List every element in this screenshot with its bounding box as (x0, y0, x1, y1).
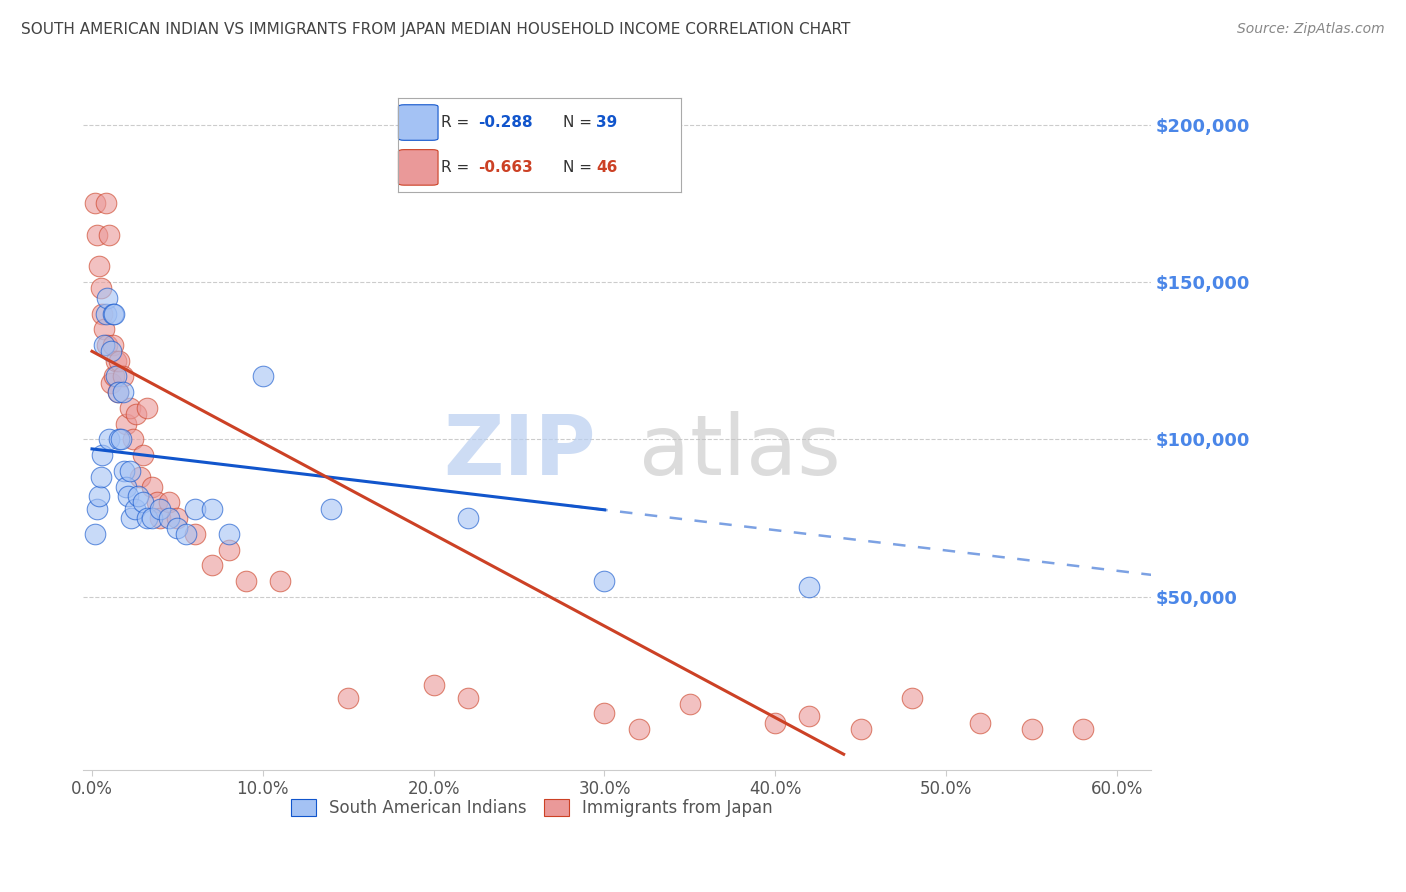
Point (110, 433, 132, 447)
Point (96, 291, 118, 305)
Text: ZIP: ZIP (443, 411, 596, 491)
Point (108, 433, 131, 447)
Point (146, 495, 169, 509)
Point (166, 520, 188, 534)
Point (763, 715, 786, 730)
Point (337, 690, 360, 705)
Point (235, 574, 257, 588)
Point (91, 448, 114, 462)
Point (107, 385, 129, 400)
Point (166, 511, 188, 525)
Point (103, 369, 125, 384)
Point (87, 489, 110, 503)
Point (93, 322, 115, 336)
Point (101, 307, 124, 321)
Point (157, 495, 180, 509)
Point (125, 407, 148, 421)
Point (94, 307, 117, 321)
Point (118, 464, 141, 478)
Point (969, 715, 991, 730)
Point (115, 480, 138, 494)
Point (135, 401, 157, 415)
Point (457, 690, 479, 705)
Point (107, 385, 129, 400)
Point (1071, 722, 1094, 736)
Point (101, 338, 124, 352)
Point (183, 501, 205, 516)
Point (141, 511, 163, 525)
Point (183, 527, 205, 541)
Text: atlas: atlas (638, 411, 841, 491)
Point (252, 369, 274, 384)
Point (200, 501, 222, 516)
Point (86, 501, 108, 516)
Point (118, 401, 141, 415)
Point (679, 697, 702, 711)
Text: Source: ZipAtlas.com: Source: ZipAtlas.com (1237, 22, 1385, 37)
Point (111, 369, 134, 384)
Point (91, 307, 114, 321)
Point (103, 307, 125, 321)
Point (1021, 722, 1043, 736)
Point (849, 722, 872, 736)
Point (84, 527, 107, 541)
Point (128, 470, 150, 484)
Point (627, 722, 650, 736)
Point (127, 489, 149, 503)
Legend: South American Indians, Immigrants from Japan: South American Indians, Immigrants from … (284, 792, 779, 824)
Point (94, 196, 117, 211)
Point (149, 501, 172, 516)
Point (149, 511, 172, 525)
Point (200, 558, 222, 573)
Point (86, 227, 108, 242)
Point (124, 501, 146, 516)
Point (218, 542, 240, 557)
Point (93, 338, 115, 352)
Point (90, 470, 112, 484)
Point (114, 464, 136, 478)
Point (104, 369, 127, 384)
Point (100, 376, 122, 390)
Point (141, 480, 163, 494)
Text: SOUTH AMERICAN INDIAN VS IMMIGRANTS FROM JAPAN MEDIAN HOUSEHOLD INCOME CORRELATI: SOUTH AMERICAN INDIAN VS IMMIGRANTS FROM… (21, 22, 851, 37)
Point (799, 581, 821, 595)
Point (117, 489, 139, 503)
Point (122, 433, 145, 447)
Point (87, 260, 110, 274)
Point (157, 511, 180, 525)
Point (422, 678, 444, 692)
Point (120, 511, 142, 525)
Point (457, 511, 479, 525)
Point (174, 527, 197, 541)
Point (98, 433, 121, 447)
Point (108, 353, 131, 368)
Point (100, 344, 122, 359)
Point (321, 501, 343, 516)
Point (115, 417, 138, 431)
Point (84, 196, 107, 211)
Point (593, 574, 616, 588)
Point (901, 690, 924, 705)
Point (96, 338, 118, 352)
Point (98, 227, 121, 242)
Point (111, 385, 134, 400)
Point (269, 574, 291, 588)
Point (104, 353, 127, 368)
Point (799, 709, 821, 723)
Point (132, 495, 155, 509)
Point (90, 281, 112, 295)
Point (593, 706, 616, 721)
Point (135, 511, 157, 525)
Point (132, 448, 155, 462)
Point (218, 527, 240, 541)
